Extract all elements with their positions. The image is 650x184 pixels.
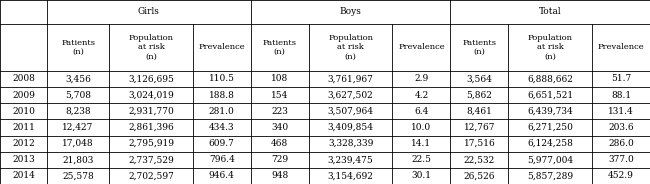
Text: 2,861,396: 2,861,396: [128, 123, 174, 132]
Text: Patients
(n): Patients (n): [263, 39, 297, 56]
Text: 10.0: 10.0: [411, 123, 432, 132]
Text: 131.4: 131.4: [608, 107, 634, 116]
Text: Population
at risk
(n): Population at risk (n): [328, 34, 373, 61]
Text: 6,888,662: 6,888,662: [527, 74, 573, 83]
Text: 3,024,019: 3,024,019: [128, 91, 174, 100]
Text: 188.8: 188.8: [209, 91, 235, 100]
Text: 110.5: 110.5: [209, 74, 235, 83]
Text: 5,857,289: 5,857,289: [527, 171, 573, 181]
Text: Total: Total: [539, 8, 562, 16]
Text: 729: 729: [271, 155, 289, 164]
Text: 3,154,692: 3,154,692: [328, 171, 374, 181]
Text: 281.0: 281.0: [209, 107, 235, 116]
Text: 3,627,502: 3,627,502: [328, 91, 374, 100]
Text: 3,126,695: 3,126,695: [128, 74, 174, 83]
Text: Girls: Girls: [138, 8, 160, 16]
Text: Population
at risk
(n): Population at risk (n): [528, 34, 573, 61]
Text: 3,456: 3,456: [65, 74, 91, 83]
Text: 223: 223: [271, 107, 288, 116]
Text: 108: 108: [271, 74, 289, 83]
Text: 377.0: 377.0: [608, 155, 634, 164]
Text: Patients
(n): Patients (n): [462, 39, 497, 56]
Text: 6,124,258: 6,124,258: [527, 139, 573, 148]
Text: 22.5: 22.5: [411, 155, 432, 164]
Text: 340: 340: [271, 123, 289, 132]
Text: 6,439,734: 6,439,734: [527, 107, 573, 116]
Text: 88.1: 88.1: [611, 91, 631, 100]
Text: 2013: 2013: [12, 155, 35, 164]
Text: 203.6: 203.6: [608, 123, 634, 132]
Text: 5,708: 5,708: [65, 91, 91, 100]
Text: 2008: 2008: [12, 74, 35, 83]
Text: 2009: 2009: [12, 91, 35, 100]
Text: 2,931,770: 2,931,770: [128, 107, 174, 116]
Text: 5,862: 5,862: [467, 91, 492, 100]
Text: 17,048: 17,048: [62, 139, 94, 148]
Text: 30.1: 30.1: [411, 171, 432, 181]
Text: 3,328,339: 3,328,339: [328, 139, 373, 148]
Text: 434.3: 434.3: [209, 123, 235, 132]
Text: 51.7: 51.7: [611, 74, 631, 83]
Text: 26,526: 26,526: [463, 171, 495, 181]
Text: 2012: 2012: [12, 139, 35, 148]
Text: Prevalence: Prevalence: [598, 43, 644, 51]
Text: 3,761,967: 3,761,967: [328, 74, 374, 83]
Text: 286.0: 286.0: [608, 139, 634, 148]
Text: 3,239,475: 3,239,475: [328, 155, 374, 164]
Text: Patients
(n): Patients (n): [61, 39, 95, 56]
Text: 468: 468: [271, 139, 289, 148]
Text: 2014: 2014: [12, 171, 35, 181]
Text: 3,564: 3,564: [467, 74, 492, 83]
Text: 946.4: 946.4: [209, 171, 235, 181]
Text: 17,516: 17,516: [463, 139, 495, 148]
Text: 6,651,521: 6,651,521: [527, 91, 573, 100]
Text: 12,427: 12,427: [62, 123, 94, 132]
Text: 2,737,529: 2,737,529: [128, 155, 174, 164]
Text: 2.9: 2.9: [414, 74, 428, 83]
Text: 6,271,250: 6,271,250: [527, 123, 573, 132]
Text: 2,795,919: 2,795,919: [128, 139, 174, 148]
Text: Prevalence: Prevalence: [198, 43, 245, 51]
Text: 154: 154: [271, 91, 289, 100]
Text: Population
at risk
(n): Population at risk (n): [129, 34, 174, 61]
Text: 25,578: 25,578: [62, 171, 94, 181]
Text: 12,767: 12,767: [463, 123, 495, 132]
Text: 21,803: 21,803: [62, 155, 94, 164]
Text: 3,507,964: 3,507,964: [328, 107, 374, 116]
Text: 4.2: 4.2: [414, 91, 428, 100]
Text: 5,977,004: 5,977,004: [527, 155, 573, 164]
Text: 609.7: 609.7: [209, 139, 235, 148]
Text: 22,532: 22,532: [463, 155, 495, 164]
Text: 796.4: 796.4: [209, 155, 235, 164]
Text: 6.4: 6.4: [414, 107, 428, 116]
Text: 8,238: 8,238: [65, 107, 91, 116]
Text: 2011: 2011: [12, 123, 35, 132]
Text: Prevalence: Prevalence: [398, 43, 445, 51]
Text: 948: 948: [271, 171, 289, 181]
Text: 2,702,597: 2,702,597: [128, 171, 174, 181]
Text: Boys: Boys: [340, 8, 361, 16]
Text: 452.9: 452.9: [608, 171, 634, 181]
Text: 8,461: 8,461: [467, 107, 492, 116]
Text: 2010: 2010: [12, 107, 35, 116]
Text: 14.1: 14.1: [411, 139, 432, 148]
Text: 3,409,854: 3,409,854: [328, 123, 374, 132]
